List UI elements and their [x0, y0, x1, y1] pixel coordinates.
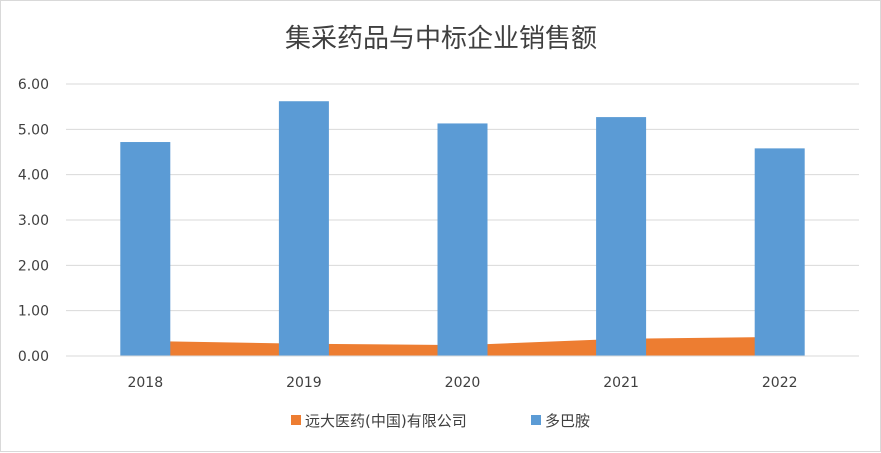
chart-title: 集采药品与中标企业销售额: [285, 24, 597, 54]
bar: [278, 101, 329, 356]
y-tick-label: 1.00: [18, 304, 49, 320]
bar: [437, 123, 488, 356]
legend-swatch: [291, 415, 301, 425]
legend-item: 多巴胺: [531, 412, 590, 430]
y-tick-label: 3.00: [18, 213, 49, 229]
legend: 远大医药(中国)有限公司 多巴胺: [291, 412, 590, 430]
bar: [754, 148, 805, 356]
x-tick-label: 2021: [603, 375, 639, 391]
y-axis-ticks: 0.00 1.00 2.00 3.00 4.00 5.00 6.00: [18, 77, 49, 365]
x-tick-label: 2019: [286, 375, 322, 391]
x-tick-label: 2022: [762, 375, 798, 391]
y-tick-label: 6.00: [18, 77, 49, 93]
bar-series-layer: [120, 101, 805, 357]
bar: [596, 117, 647, 357]
y-tick-label: 4.00: [18, 168, 49, 184]
y-tick-label: 5.00: [18, 122, 49, 138]
legend-swatch: [531, 415, 541, 425]
legend-label: 远大医药(中国)有限公司: [305, 412, 467, 430]
legend-label: 多巴胺: [545, 412, 590, 430]
y-tick-label: 2.00: [18, 258, 49, 274]
x-tick-label: 2018: [127, 375, 163, 391]
bar: [120, 142, 171, 356]
x-axis-ticks: 2018 2019 2020 2021 2022: [127, 375, 797, 391]
x-tick-label: 2020: [445, 375, 481, 391]
legend-item: 远大医药(中国)有限公司: [291, 412, 467, 430]
y-tick-label: 0.00: [18, 349, 49, 365]
